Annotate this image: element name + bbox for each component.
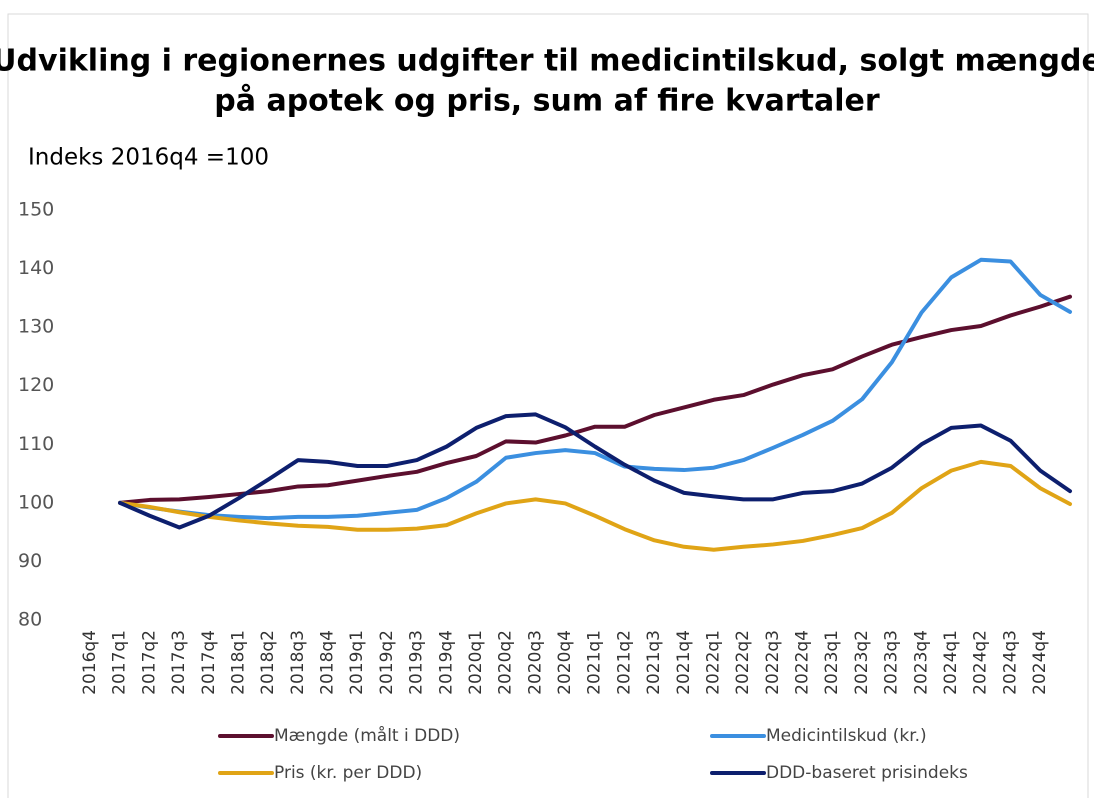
- x-tick-label: 2016q4: [80, 630, 100, 695]
- chart-title: Udvikling i regionernes udgifter til med…: [0, 44, 1094, 79]
- x-tick-label: 2020q2: [496, 630, 516, 695]
- y-tick-label: 130: [18, 316, 54, 338]
- x-tick-label: 2017q1: [110, 630, 130, 695]
- chart-title: på apotek og pris, sum af fire kvartaler: [214, 83, 880, 119]
- y-tick-label: 100: [18, 491, 54, 513]
- subtitle: Indeks 2016q4 =100: [28, 145, 269, 171]
- x-tick-label: 2024q2: [971, 630, 991, 695]
- x-tick-label: 2018q3: [288, 630, 308, 695]
- x-tick-label: 2023q4: [911, 630, 931, 695]
- x-tick-label: 2023q3: [882, 630, 902, 695]
- x-tick-label: 2021q1: [585, 630, 605, 695]
- chart-border: [7, 13, 1089, 798]
- x-tick-label: 2017q2: [139, 630, 159, 695]
- x-tick-label: 2017q3: [169, 630, 189, 695]
- y-tick-label: 140: [18, 257, 54, 279]
- series-line: [118, 257, 1072, 521]
- series-line: [118, 412, 1072, 530]
- x-tick-label: 2020q1: [466, 630, 486, 695]
- legend-label: DDD-baseret prisindeks: [766, 763, 968, 783]
- x-tick-label: 2021q3: [644, 630, 664, 695]
- series-line: [118, 459, 1072, 552]
- x-tick-label: 2022q1: [703, 630, 723, 695]
- series-line: [118, 294, 1072, 505]
- x-tick-label: 2021q4: [674, 630, 694, 695]
- x-tick-label: 2018q4: [318, 630, 338, 695]
- y-tick-label: 110: [18, 433, 54, 455]
- x-tick-label: 2023q2: [852, 630, 872, 695]
- legend-label: Pris (kr. per DDD): [274, 763, 422, 783]
- x-tick-label: 2022q4: [793, 630, 813, 695]
- y-tick-label: 90: [18, 550, 42, 572]
- x-tick-label: 2024q1: [941, 630, 961, 695]
- x-tick-label: 2021q2: [614, 630, 634, 695]
- y-tick-label: 150: [18, 199, 54, 221]
- x-tick-label: 2022q3: [763, 630, 783, 695]
- x-tick-label: 2024q4: [1030, 630, 1050, 695]
- x-tick-label: 2017q4: [199, 630, 219, 695]
- x-tick-label: 2022q2: [733, 630, 753, 695]
- x-tick-label: 2023q1: [822, 630, 842, 695]
- x-tick-label: 2019q1: [347, 630, 367, 695]
- x-tick-label: 2019q2: [377, 630, 397, 695]
- legend-label: Medicintilskud (kr.): [766, 726, 927, 746]
- x-tick-label: 2018q1: [228, 630, 248, 695]
- x-tick-label: 2019q3: [407, 630, 427, 695]
- y-tick-label: 80: [18, 609, 42, 631]
- x-tick-label: 2019q4: [436, 630, 456, 695]
- legend-label: Mængde (målt i DDD): [274, 725, 460, 746]
- x-tick-label: 2024q3: [1000, 630, 1020, 695]
- x-tick-label: 2018q2: [258, 630, 278, 695]
- x-tick-label: 2020q3: [525, 630, 545, 695]
- x-tick-label: 2020q4: [555, 630, 575, 695]
- y-tick-label: 120: [18, 374, 54, 396]
